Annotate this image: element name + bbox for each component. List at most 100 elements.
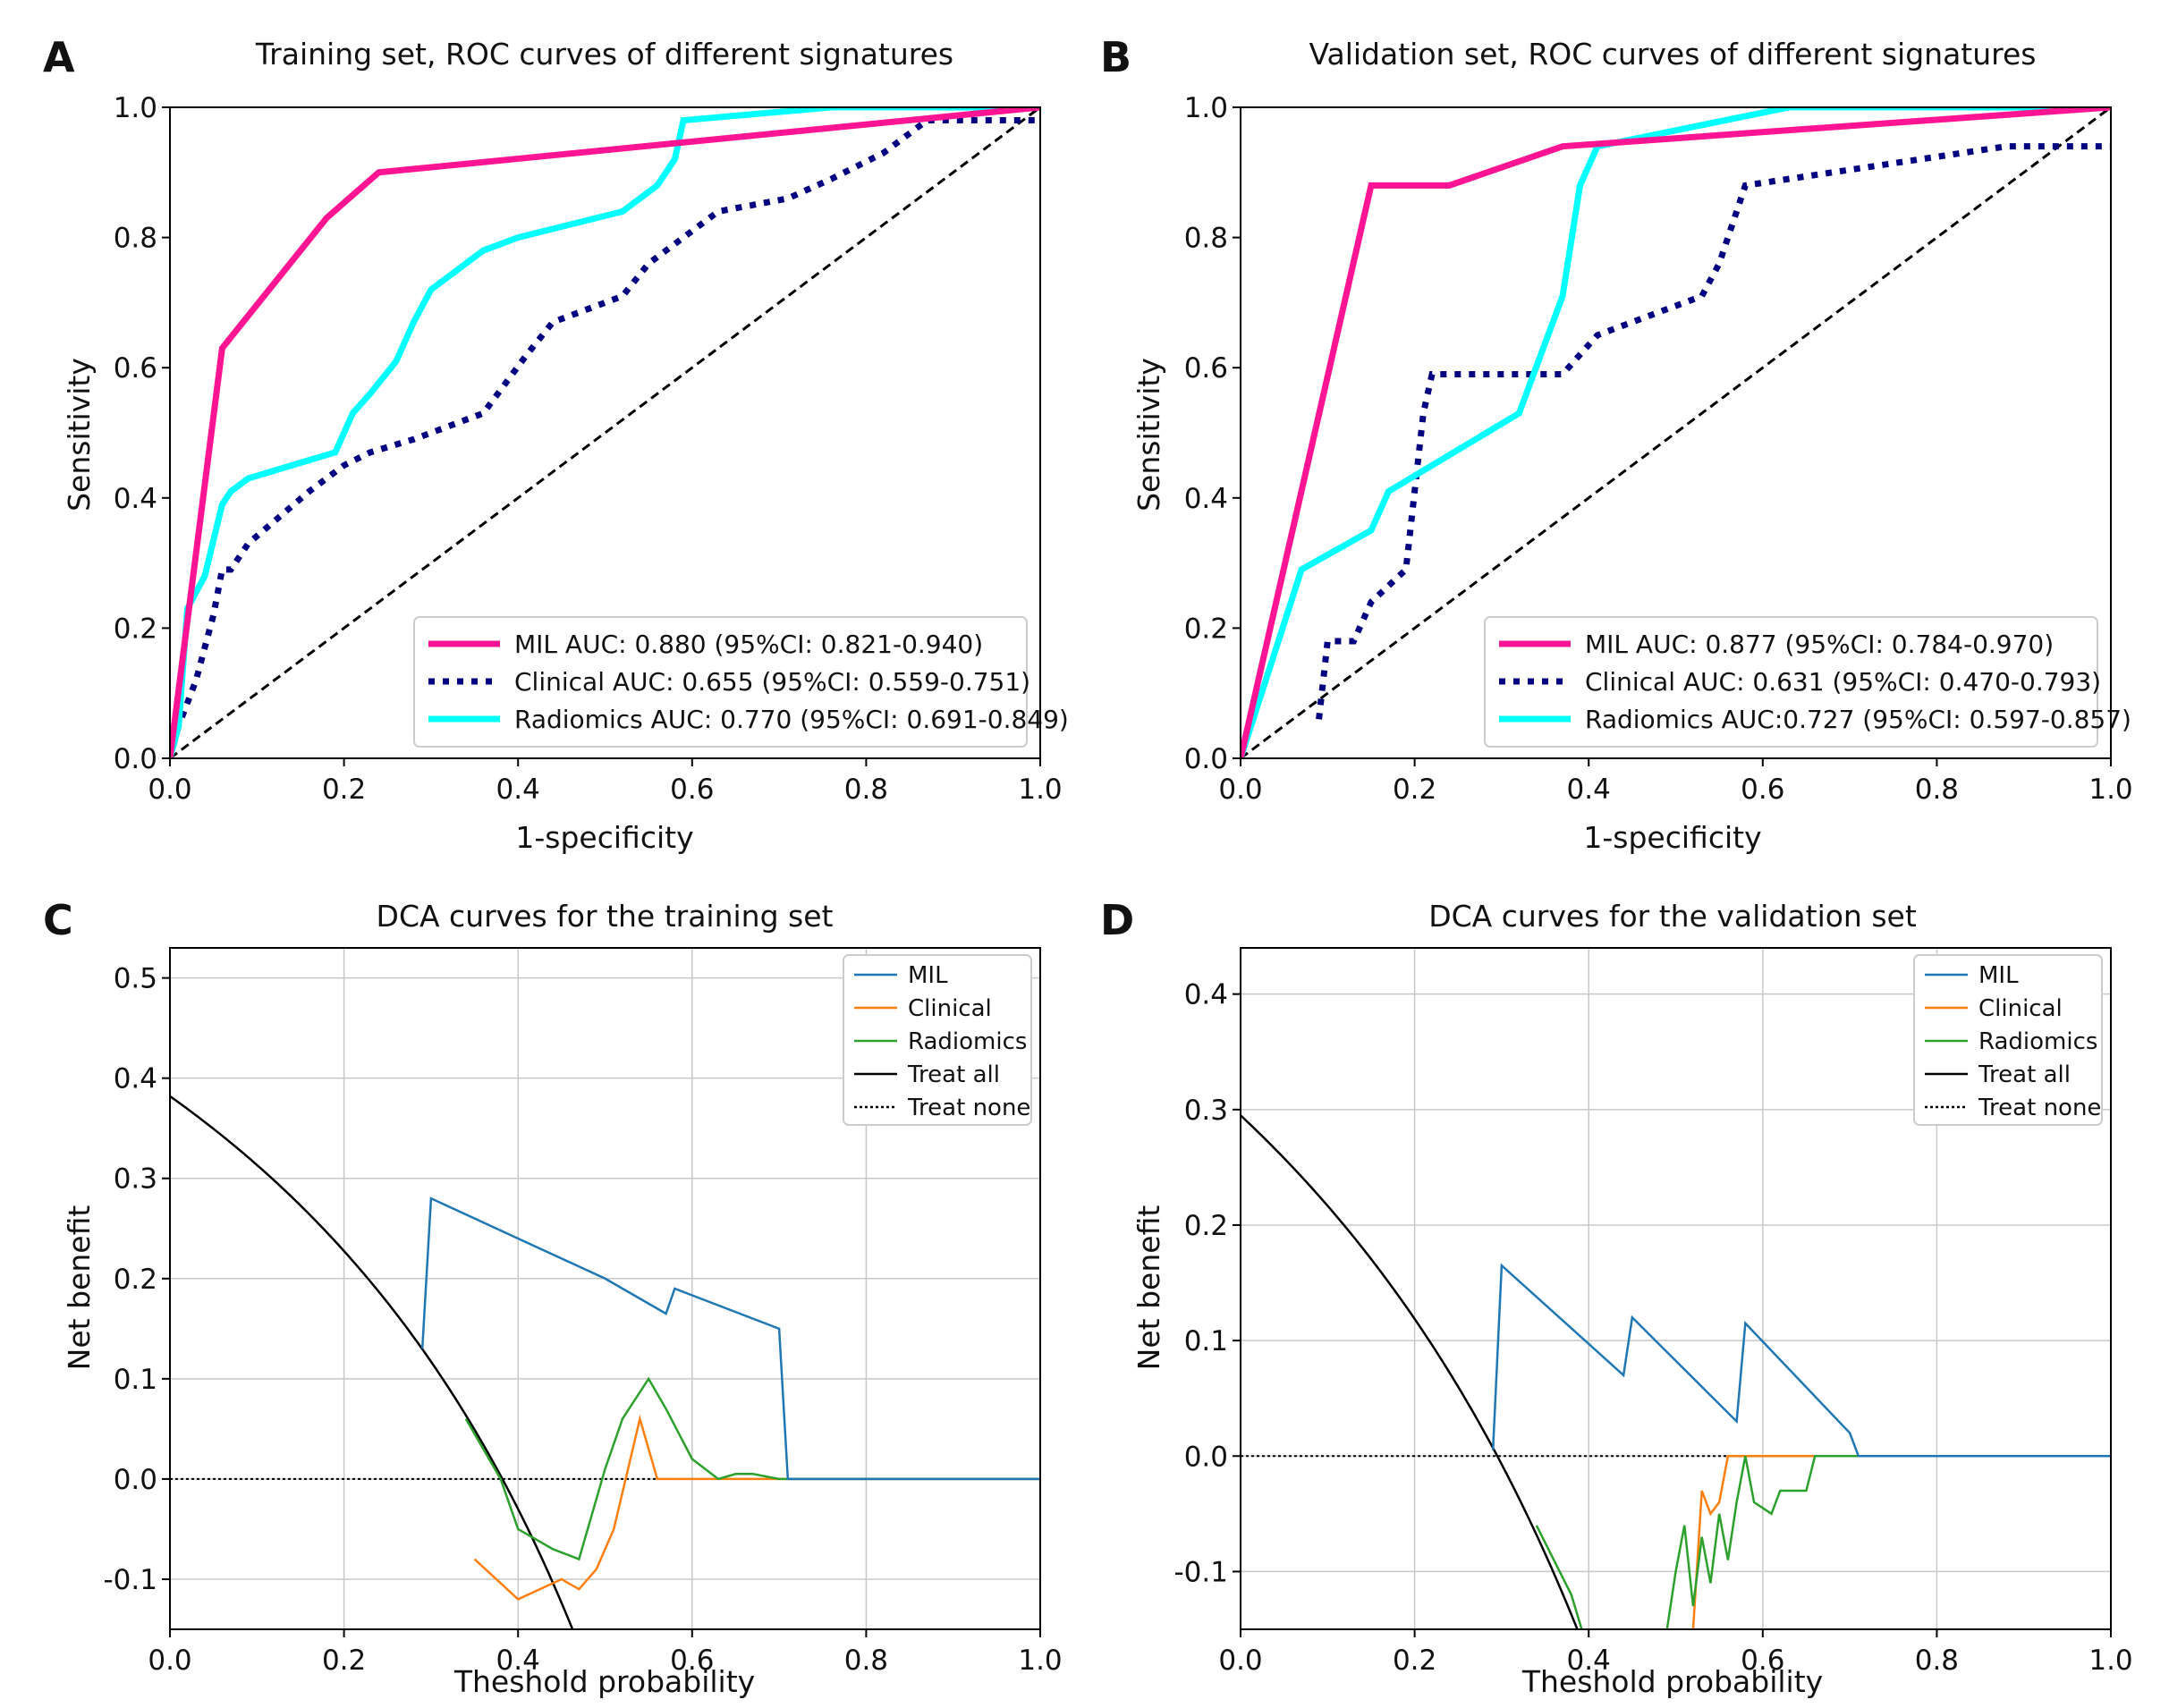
panel-b-title: Validation set, ROC curves of different …: [1309, 37, 2036, 72]
y-tick-label: 0.3: [114, 1163, 157, 1196]
panel-a-ylabel: Sensitivity: [62, 358, 97, 512]
x-tick-label: 0.0: [1218, 1645, 1262, 1677]
plot-frame: [1240, 947, 2112, 1630]
y-tick-label: -0.1: [104, 1564, 158, 1596]
y-tick-label: 0.0: [1184, 743, 1228, 775]
y-tick-label: 1.0: [1184, 92, 1228, 124]
panel-a-xlabel: 1-specificity: [515, 820, 693, 855]
panel-letter-a: A: [43, 33, 75, 81]
y-tick-label: 0.8: [1184, 223, 1228, 255]
panel-c-title: DCA curves for the training set: [377, 899, 834, 934]
x-tick-label: 0.4: [1567, 1645, 1611, 1677]
x-tick-label: 0.0: [148, 774, 191, 806]
mil-roc-line: [1241, 107, 2111, 758]
panel-a-plot: 0.0 0.2 0.4 0.6 0.8 1.0 0.0 0.2 0.4 0.6 0.8 1.0 MIL …: [114, 92, 1069, 806]
x-tick-label: 0.6: [1741, 774, 1784, 806]
y-tick-label: 0.0: [114, 1464, 157, 1496]
legend-label: MIL AUC: 0.880 (95%CI: 0.821-0.940): [514, 630, 983, 659]
panel-b-ylabel: Sensitivity: [1131, 358, 1166, 512]
panel-letter-d: D: [1100, 896, 1134, 944]
radiomics-dca-line: [464, 1376, 1040, 1561]
legend-box: [1484, 616, 2098, 748]
x-tick-label: 0.6: [1741, 1645, 1784, 1677]
legend-box: [1913, 954, 2103, 1126]
y-tick-label: -0.1: [1174, 1556, 1229, 1588]
y-tick-label: 0.2: [114, 613, 157, 645]
y-tick-label: 0.6: [1184, 352, 1228, 385]
x-tick-label: 1.0: [1018, 774, 1062, 806]
y-tick-label: 0.3: [1184, 1095, 1228, 1127]
legend-box: [413, 616, 1028, 748]
panel-c-plot: 0.0 0.2 0.4 0.6 0.8 1.0 -0.1 0.0 0.1 0.2 0.3 0.4 0.5…: [104, 947, 1063, 1677]
y-tick-label: 0.1: [1184, 1325, 1228, 1357]
panel-d-plot: 0.0 0.2 0.4 0.6 0.8 1.0 -0.1 0.0 0.1 0.2 0.3 0.4 MIL…: [1174, 947, 2133, 1677]
clinical-dca-line: [473, 1414, 1040, 1601]
series-layer: [170, 107, 1040, 758]
x-tick-label: 0.4: [496, 1645, 540, 1677]
x-tick-label: 0.4: [496, 774, 540, 806]
diagonal-reference-line: [170, 107, 1040, 758]
y-tick-label: 0.2: [114, 1264, 157, 1296]
panel-b-plot: 0.0 0.2 0.4 0.6 0.8 1.0 0.0 0.2 0.4 0.6 0.8 1.0 MIL …: [1184, 92, 2133, 806]
legend-label: Treat none: [907, 1095, 1030, 1121]
legend-label: Radiomics: [908, 1028, 1027, 1055]
x-tick-label: 0.0: [1218, 774, 1262, 806]
radiomics-roc-line: [1241, 107, 2111, 758]
mil-roc-line: [170, 107, 1040, 758]
x-tick-label: 0.8: [1915, 774, 1959, 806]
series-layer: [170, 1095, 1040, 1629]
legend-label: Clinical AUC: 0.655 (95%CI: 0.559-0.751): [514, 667, 1030, 697]
x-tick-label: 0.6: [670, 1645, 714, 1677]
radiomics-roc-line: [170, 107, 1040, 758]
legend-label: Treat all: [907, 1061, 1000, 1088]
x-tick-label: 0.2: [322, 1645, 366, 1677]
y-tick-label: 0.0: [114, 743, 157, 775]
series-layer: [1241, 107, 2111, 758]
panel-d-title: DCA curves for the validation set: [1428, 899, 1917, 934]
panel-a-title: Training set, ROC curves of different si…: [255, 37, 953, 72]
x-tick-label: 1.0: [2089, 1645, 2132, 1677]
y-tick-label: 0.4: [114, 483, 157, 515]
diagonal-reference-line: [1241, 107, 2111, 758]
series-layer: [1241, 1114, 2111, 1629]
panel-c-ylabel: Net benefit: [62, 1205, 97, 1371]
radiomics-dca-line: [1535, 1455, 2111, 1629]
legend-label: Clinical: [1978, 995, 2063, 1022]
x-tick-label: 0.2: [1393, 774, 1436, 806]
clinical-dca-line: [1691, 1455, 2111, 1629]
y-tick-label: 0.5: [114, 963, 157, 995]
treat-all-line: [1241, 1114, 1579, 1629]
y-tick-label: 0.1: [114, 1364, 157, 1396]
panel-b: B Validation set, ROC curves of differen…: [1100, 33, 2133, 855]
legend-label: Radiomics: [1978, 1028, 2097, 1055]
plot-frame: [1240, 106, 2112, 759]
treat-all-line: [170, 1095, 574, 1629]
clinical-roc-line: [1316, 143, 2111, 720]
x-tick-label: 1.0: [2089, 774, 2132, 806]
mil-dca-line: [420, 1196, 1040, 1481]
panel-c-xlabel: Theshold probability: [453, 1664, 755, 1699]
panel-a: A Training set, ROC curves of different …: [43, 33, 1069, 855]
panel-d-xlabel: Theshold probability: [1521, 1664, 1823, 1699]
legend-label: MIL: [908, 962, 948, 989]
legend-label: Treat all: [1978, 1061, 2071, 1088]
x-tick-label: 0.8: [1915, 1645, 1959, 1677]
legend-label: Radiomics AUC: 0.770 (95%CI: 0.691-0.849…: [514, 705, 1069, 734]
clinical-roc-line: [170, 117, 1040, 758]
y-tick-label: 0.4: [1184, 483, 1228, 515]
panel-d: D DCA curves for the validation set Thes…: [1100, 896, 2133, 1699]
plot-frame: [169, 947, 1041, 1630]
panel-b-xlabel: 1-specificity: [1583, 820, 1761, 855]
legend-label: Radiomics AUC:0.727 (95%CI: 0.597-0.857): [1585, 705, 2131, 734]
plot-frame: [169, 106, 1041, 759]
legend-label: Treat none: [1978, 1095, 2101, 1121]
panel-c: C DCA curves for the training set Thesho…: [43, 896, 1063, 1699]
y-tick-label: 0.2: [1184, 1210, 1228, 1242]
x-tick-label: 0.8: [844, 774, 888, 806]
y-tick-label: 0.8: [114, 223, 157, 255]
x-tick-label: 0.0: [148, 1645, 191, 1677]
panel-letter-c: C: [43, 896, 73, 944]
x-tick-label: 1.0: [1018, 1645, 1062, 1677]
legend-label: MIL AUC: 0.877 (95%CI: 0.784-0.970): [1585, 630, 2054, 659]
